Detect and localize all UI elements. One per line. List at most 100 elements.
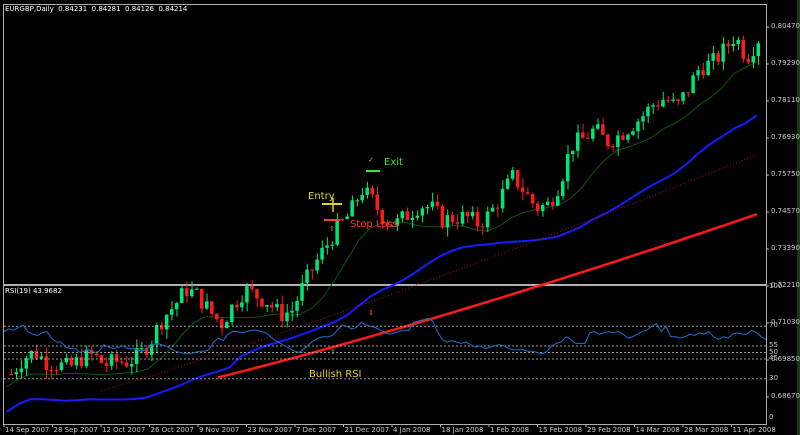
bull-candle bbox=[300, 283, 304, 301]
bull-candle bbox=[636, 121, 640, 132]
bull-candle bbox=[129, 363, 134, 367]
bull-candle bbox=[275, 303, 279, 308]
up-arrow-icon: ⇧ bbox=[329, 225, 335, 233]
bear-candle bbox=[495, 207, 500, 209]
price-tick-label: 0.72210 bbox=[771, 281, 800, 289]
bull-candle bbox=[576, 132, 580, 151]
bull-candle bbox=[24, 358, 29, 369]
bull-candle bbox=[350, 200, 354, 217]
bull-candle bbox=[721, 43, 725, 62]
time-tick-label: 15 Feb 2008 bbox=[538, 426, 583, 434]
bull-candle bbox=[174, 302, 179, 310]
bull-candle bbox=[395, 218, 400, 226]
bull-candle bbox=[64, 357, 69, 363]
price-chart-panel[interactable] bbox=[3, 4, 767, 285]
bull-candle bbox=[325, 245, 329, 248]
bear-candle bbox=[89, 349, 94, 354]
bull-candle bbox=[415, 215, 420, 218]
bear-candle bbox=[250, 286, 254, 290]
bull-candle bbox=[290, 310, 294, 313]
window-edge bbox=[797, 0, 800, 435]
bull-candle bbox=[756, 43, 760, 57]
bull-candle bbox=[285, 312, 289, 322]
bear-candle bbox=[535, 203, 540, 212]
bear-candle bbox=[94, 353, 99, 356]
rsi-title: RSI(19) 43.9682 bbox=[5, 287, 62, 295]
time-tick-label: 4 Jan 2008 bbox=[393, 426, 431, 434]
bear-candle bbox=[405, 211, 410, 221]
bull-candle bbox=[540, 204, 545, 212]
price-tick-label: 0.71030 bbox=[771, 318, 800, 326]
bull-candle bbox=[425, 206, 430, 209]
time-tick-label: 26 Oct 2007 bbox=[150, 426, 194, 434]
bear-candle bbox=[550, 201, 555, 206]
bear-candle bbox=[455, 222, 460, 224]
bear-candle bbox=[210, 301, 214, 314]
price-tick-label: 0.68670 bbox=[771, 392, 800, 400]
bull-candle bbox=[19, 368, 24, 373]
bull-candle bbox=[320, 247, 324, 260]
bull-candle bbox=[335, 219, 339, 245]
bear-candle bbox=[686, 92, 690, 94]
bull-candle bbox=[736, 39, 740, 44]
check-icon: ✓ bbox=[368, 156, 374, 164]
time-tick-label: 21 Dec 2007 bbox=[344, 426, 390, 434]
bull-candle bbox=[390, 225, 395, 227]
bull-candle bbox=[420, 208, 425, 216]
bull-candle bbox=[400, 211, 405, 219]
bear-candle bbox=[375, 194, 379, 210]
bull-candle bbox=[345, 216, 349, 220]
bull-candle bbox=[711, 53, 715, 61]
bear-candle bbox=[746, 58, 750, 63]
bear-candle bbox=[520, 187, 525, 193]
ma-slowest-line bbox=[217, 213, 758, 379]
bull-candle bbox=[240, 302, 244, 308]
bull-candle bbox=[591, 128, 595, 139]
bear-candle bbox=[601, 124, 605, 135]
bull-candle bbox=[646, 106, 650, 117]
price-tick-label: 0.74570 bbox=[771, 207, 800, 215]
rsi-tick-label: 45 bbox=[769, 354, 778, 363]
bear-candle bbox=[530, 193, 535, 204]
price-tick-label: 0.78110 bbox=[771, 96, 800, 104]
exit-label: Exit bbox=[384, 157, 403, 168]
bull-candle bbox=[560, 181, 565, 197]
bear-candle bbox=[114, 354, 119, 362]
bear-candle bbox=[270, 305, 274, 308]
bull-candle bbox=[706, 60, 710, 76]
bull-candle bbox=[490, 207, 495, 212]
rsi-tick-label: 0 bbox=[769, 413, 774, 421]
rsi-tick-label: 55 bbox=[769, 340, 778, 349]
rsi-indicator-panel[interactable] bbox=[3, 285, 767, 425]
bear-candle bbox=[49, 370, 54, 372]
ma-slow-dotted-line bbox=[100, 154, 758, 392]
bear-candle bbox=[581, 132, 585, 138]
bear-candle bbox=[144, 348, 149, 355]
time-tick-label: 28 Sep 2007 bbox=[53, 426, 98, 434]
bear-candle bbox=[184, 288, 189, 297]
price-tick-label: 0.69850 bbox=[771, 355, 800, 363]
stop-loss-label: Stop Loss bbox=[350, 219, 398, 230]
bull-candle bbox=[295, 300, 299, 311]
bear-candle bbox=[340, 219, 344, 221]
bull-candle bbox=[631, 131, 635, 135]
bull-candle bbox=[616, 135, 620, 148]
bear-candle bbox=[34, 350, 39, 359]
bear-candle bbox=[310, 269, 314, 271]
bull-candle bbox=[139, 348, 144, 350]
bear-candle bbox=[586, 137, 590, 139]
bull-candle bbox=[305, 269, 309, 284]
bear-candle bbox=[716, 53, 720, 62]
bull-candle bbox=[430, 201, 435, 207]
bull-candle bbox=[355, 200, 359, 202]
bullish-rsi-label: Bullish RSI bbox=[309, 369, 362, 380]
time-tick-label: 18 Jan 2008 bbox=[441, 426, 484, 434]
bull-candle bbox=[751, 56, 755, 63]
bear-candle bbox=[159, 325, 164, 330]
bull-candle bbox=[154, 325, 159, 345]
bear-candle bbox=[525, 192, 530, 194]
bear-candle bbox=[701, 70, 705, 76]
bear-candle bbox=[104, 363, 109, 366]
bull-candle bbox=[14, 372, 19, 375]
bull-candle bbox=[565, 154, 570, 182]
